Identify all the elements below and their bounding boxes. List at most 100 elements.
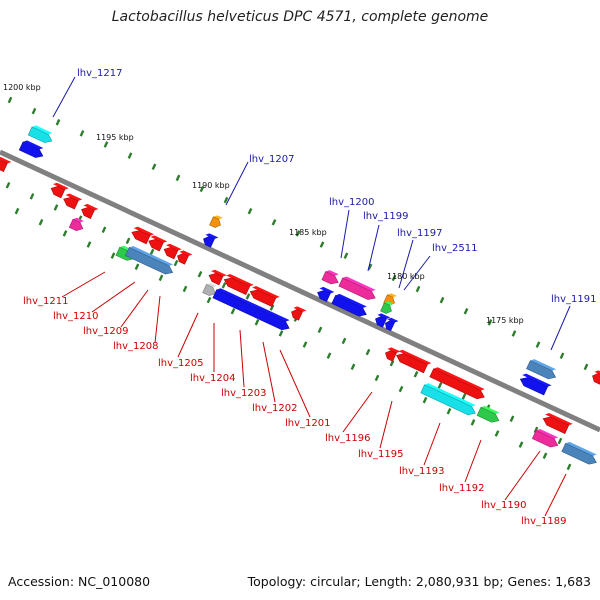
gene-feature[interactable] xyxy=(395,348,432,374)
gene-feature[interactable] xyxy=(202,282,219,298)
scale-tick xyxy=(182,285,188,293)
gene-label[interactable]: lhv_1203 xyxy=(221,388,266,399)
gene-feature[interactable] xyxy=(420,382,479,417)
gene-feature[interactable] xyxy=(561,441,600,467)
scale-tick xyxy=(149,248,155,256)
gene-feature[interactable] xyxy=(526,358,558,382)
gene-feature[interactable] xyxy=(248,285,280,308)
leader-line xyxy=(52,76,76,118)
gene-label[interactable]: lhv_1201 xyxy=(285,418,330,429)
gene-label[interactable]: lhv_1190 xyxy=(481,500,526,511)
scale-tick xyxy=(269,304,275,311)
scale-tick xyxy=(53,204,59,211)
leader-line xyxy=(154,295,161,344)
gene-feature[interactable] xyxy=(380,300,395,315)
gene-feature[interactable] xyxy=(125,245,175,277)
scale-tick xyxy=(494,430,500,437)
scale-tick xyxy=(422,396,428,404)
gene-label[interactable]: lhv_1204 xyxy=(190,373,235,384)
scale-tick xyxy=(446,408,452,415)
gene-feature[interactable] xyxy=(518,372,552,396)
gene-label[interactable]: lhv_1195 xyxy=(358,449,403,460)
scale-tick xyxy=(302,341,308,348)
gene-label[interactable]: lhv_1200 xyxy=(329,197,374,208)
gene-feature[interactable] xyxy=(162,242,182,260)
scale-tick xyxy=(230,307,236,315)
gene-label[interactable]: lhv_1192 xyxy=(439,483,484,494)
gene-feature[interactable] xyxy=(591,369,600,385)
gene-feature[interactable] xyxy=(212,287,292,332)
gene-label[interactable]: lhv_1211 xyxy=(23,296,68,307)
gene-label[interactable]: lhv_1205 xyxy=(158,358,203,369)
gene-features xyxy=(0,124,600,467)
gene-feature[interactable] xyxy=(0,156,12,173)
gene-feature[interactable] xyxy=(49,181,69,199)
leader-line xyxy=(225,161,249,206)
gene-label[interactable]: lhv_1209 xyxy=(83,326,128,337)
gene-feature[interactable] xyxy=(383,317,399,333)
gene-feature[interactable] xyxy=(531,428,561,450)
scale-tick xyxy=(463,308,469,315)
gene-feature[interactable] xyxy=(80,203,99,220)
scale-tick xyxy=(559,352,565,359)
label-leaders xyxy=(52,76,571,517)
scale-tick xyxy=(557,437,563,445)
gene-labels: 1200 kbp 1195 kbp 1190 kbp 1185 kbp 1180… xyxy=(3,68,596,527)
scale-tick xyxy=(439,296,445,304)
gene-feature[interactable] xyxy=(374,312,391,328)
gene-feature[interactable] xyxy=(209,214,224,229)
leader-line xyxy=(340,209,350,259)
gene-label[interactable]: lhv_1191 xyxy=(551,294,596,305)
gene-feature[interactable] xyxy=(222,273,254,296)
scale-tick xyxy=(55,119,61,126)
gene-feature[interactable] xyxy=(429,366,488,401)
scale-tick xyxy=(341,337,347,345)
scale-tick xyxy=(326,352,332,359)
gene-label[interactable]: lhv_1207 xyxy=(249,154,294,165)
scale-tick xyxy=(101,226,107,233)
gene-feature[interactable] xyxy=(27,124,55,145)
gene-feature[interactable] xyxy=(290,305,307,321)
gene-feature[interactable] xyxy=(541,412,573,435)
scale-tick xyxy=(374,374,380,382)
scale-tick xyxy=(127,152,133,159)
gene-feature[interactable] xyxy=(316,286,335,303)
gene-label[interactable]: lhv_1217 xyxy=(77,68,122,79)
gene-feature[interactable] xyxy=(18,139,46,160)
scale-tick xyxy=(158,274,164,282)
scale-tick xyxy=(413,371,419,378)
gene-feature[interactable] xyxy=(384,346,401,362)
gene-feature[interactable] xyxy=(476,405,502,425)
scale-tick xyxy=(343,252,349,259)
gene-feature[interactable] xyxy=(68,216,86,232)
gene-feature[interactable] xyxy=(130,225,155,245)
gene-label[interactable]: lhv_1189 xyxy=(521,516,566,527)
scale-tick xyxy=(62,230,68,237)
gene-feature[interactable] xyxy=(62,192,83,210)
gene-feature[interactable] xyxy=(176,249,193,265)
scale-tick xyxy=(487,319,493,326)
gene-label[interactable]: lhv_1199 xyxy=(363,211,408,222)
gene-feature[interactable] xyxy=(207,268,227,286)
scale-tick xyxy=(7,96,13,104)
scale-tick xyxy=(509,415,515,422)
scale-tick xyxy=(470,419,476,426)
gene-feature[interactable] xyxy=(147,234,168,252)
scale-tick xyxy=(247,207,253,215)
leader-line xyxy=(239,329,245,388)
gene-feature[interactable] xyxy=(331,293,370,319)
gene-feature[interactable] xyxy=(338,275,379,302)
gene-feature[interactable] xyxy=(202,232,219,248)
gene-label[interactable]: lhv_1196 xyxy=(325,433,370,444)
scale-tick xyxy=(86,241,92,248)
gene-feature[interactable] xyxy=(321,269,342,287)
gene-label[interactable]: lhv_1202 xyxy=(252,403,297,414)
gene-label[interactable]: lhv_1193 xyxy=(399,466,444,477)
scale-tick xyxy=(542,452,548,459)
gene-label[interactable]: lhv_1208 xyxy=(113,341,158,352)
gene-label[interactable]: lhv_1210 xyxy=(53,311,98,322)
gene-label[interactable]: lhv_2511 xyxy=(432,243,477,254)
scale-tick xyxy=(5,182,11,189)
scale-tick xyxy=(151,163,157,170)
gene-label[interactable]: lhv_1197 xyxy=(397,228,442,239)
